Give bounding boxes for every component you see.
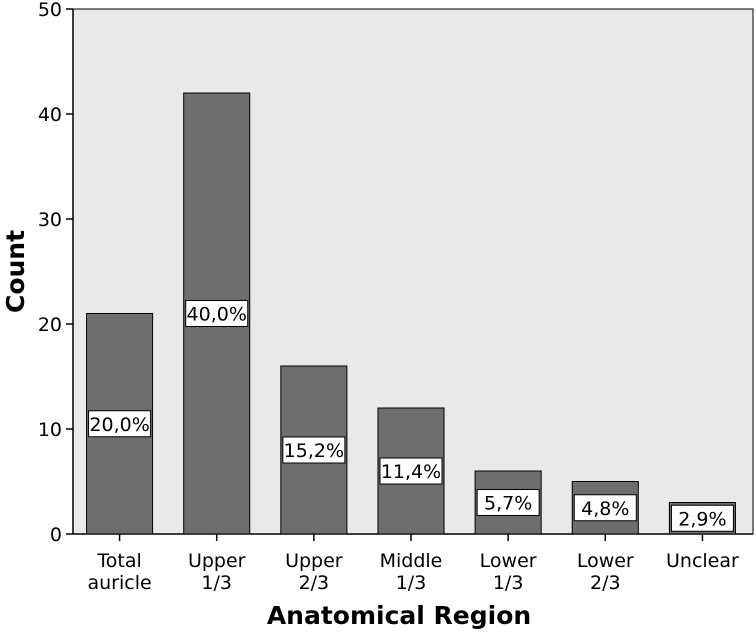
x-tick-label: auricle [87, 572, 151, 594]
x-tick-label: 1/3 [201, 572, 232, 594]
data-label: 5,7% [484, 493, 532, 515]
x-tick-label: 2/3 [299, 572, 330, 594]
data-label-box [185, 300, 249, 327]
data-label-box [573, 494, 637, 522]
x-tick-label: 1/3 [396, 572, 427, 594]
x-axis: TotalauricleUpper1/3Upper2/3Middle1/3Low… [73, 533, 753, 594]
y-axis-title: Count [1, 230, 30, 313]
data-label-box [670, 504, 734, 532]
y-tick-label: 30 [38, 209, 62, 231]
y-axis: 0 10 20 30 40 50 [38, 0, 74, 546]
x-tick-label: Lower [577, 550, 634, 572]
data-label: 11,4% [381, 461, 441, 483]
x-tick-label: 1/3 [493, 572, 524, 594]
data-label-box [88, 410, 152, 438]
data-labels: 20,0% 40,0% 15,2% 11,4% 5,7% 4,8% 2,9% [88, 300, 734, 532]
y-tick-label: 20 [38, 314, 62, 336]
data-label-box [379, 457, 443, 485]
data-label-box [476, 489, 540, 516]
x-tick-label: Unclear [666, 550, 739, 572]
y-tick-label: 50 [38, 0, 62, 21]
data-label: 4,8% [581, 498, 629, 520]
x-tick-label: Upper [188, 550, 246, 572]
x-tick-label: Upper [285, 550, 343, 572]
y-tick-label: 10 [38, 419, 62, 441]
data-label: 15,2% [284, 440, 344, 462]
x-tick-label: 2/3 [590, 572, 621, 594]
x-axis-title: Anatomical Region [267, 601, 531, 630]
data-label: 40,0% [187, 304, 247, 326]
x-tick-label: Lower [480, 550, 537, 572]
x-tick-label: Total [96, 550, 141, 572]
data-label-box [282, 436, 346, 464]
data-label: 20,0% [89, 414, 149, 436]
data-label: 2,9% [678, 508, 726, 530]
y-tick-label: 0 [50, 524, 62, 546]
y-tick-label: 40 [38, 104, 62, 126]
x-tick-label: Middle [380, 550, 443, 572]
